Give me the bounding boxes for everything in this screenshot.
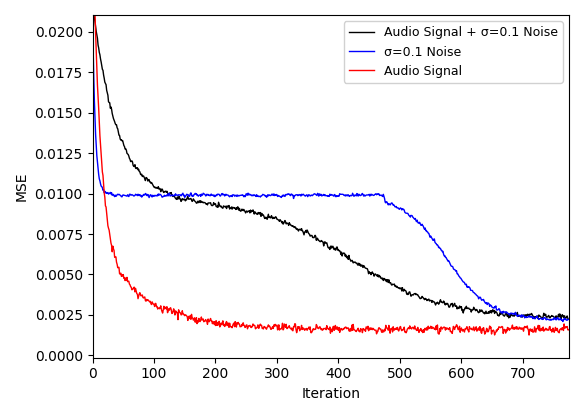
σ=0.1 Noise xyxy=(395,206,402,211)
Audio Signal xyxy=(526,332,533,337)
Audio Signal + σ=0.1 Noise xyxy=(193,201,200,206)
Audio Signal xyxy=(103,211,110,216)
σ=0.1 Noise xyxy=(492,305,499,310)
Audio Signal xyxy=(192,318,199,323)
Audio Signal xyxy=(492,330,499,335)
σ=0.1 Noise xyxy=(353,191,360,196)
σ=0.1 Noise xyxy=(565,317,572,322)
σ=0.1 Noise xyxy=(89,24,96,29)
Y-axis label: MSE: MSE xyxy=(15,172,29,201)
σ=0.1 Noise xyxy=(103,190,110,195)
Audio Signal xyxy=(353,328,360,333)
Audio Signal xyxy=(565,327,572,332)
Audio Signal + σ=0.1 Noise xyxy=(364,266,371,271)
Audio Signal + σ=0.1 Noise xyxy=(354,262,361,267)
Line: Audio Signal + σ=0.1 Noise: Audio Signal + σ=0.1 Noise xyxy=(92,8,568,319)
σ=0.1 Noise xyxy=(363,193,370,198)
Audio Signal + σ=0.1 Noise xyxy=(104,90,111,95)
σ=0.1 Noise xyxy=(559,319,566,324)
Audio Signal xyxy=(363,324,370,329)
Audio Signal + σ=0.1 Noise xyxy=(492,309,499,314)
Audio Signal + σ=0.1 Noise xyxy=(396,285,403,290)
Line: σ=0.1 Noise: σ=0.1 Noise xyxy=(92,27,568,322)
Audio Signal xyxy=(395,329,402,334)
σ=0.1 Noise xyxy=(192,191,199,196)
Audio Signal + σ=0.1 Noise xyxy=(565,317,572,322)
Legend: Audio Signal + σ=0.1 Noise, σ=0.1 Noise, Audio Signal: Audio Signal + σ=0.1 Noise, σ=0.1 Noise,… xyxy=(344,21,563,83)
X-axis label: Iteration: Iteration xyxy=(301,387,360,401)
Audio Signal + σ=0.1 Noise xyxy=(89,5,96,10)
Audio Signal + σ=0.1 Noise xyxy=(89,6,96,11)
Line: Audio Signal: Audio Signal xyxy=(92,0,568,335)
Audio Signal + σ=0.1 Noise xyxy=(539,317,546,322)
